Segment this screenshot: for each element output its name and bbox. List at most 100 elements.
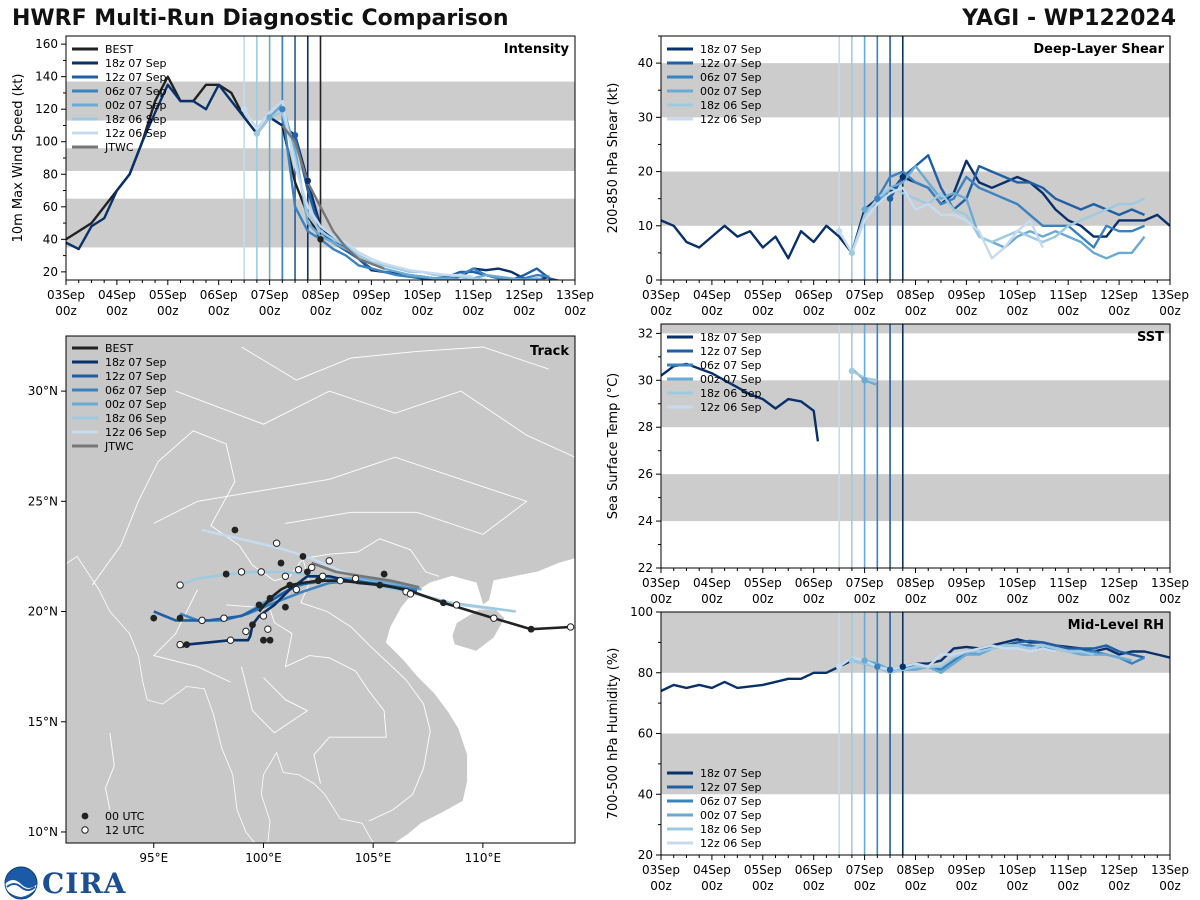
chart-track: 95°E 100°E 105°E 110°E 10°N 15°N 20°N 25°N 30°N T… [28,335,576,865]
x-tick-label: 06Sep [795,576,833,590]
marker-12utc [406,590,415,598]
x-tick-label: 00z [1057,879,1079,893]
x-tick-label: 105°E [355,851,392,865]
border-line-3 [153,456,528,535]
x-tick-label: 00z [803,879,825,893]
x-tick-label: 05Sep [744,576,782,590]
cira-logo: CIRA [4,866,126,900]
x-tick-label: 110°E [465,851,502,865]
legend-label-18z-07-sep: 18z 07 Sep [700,43,762,56]
chart-title: Mid-Level RH [1068,618,1164,633]
y-tick-label: 60 [638,727,653,741]
marker-00z-07-sep [861,206,868,213]
x-tick-label: 04Sep [693,288,731,302]
x-tick-label: 07Sep [251,288,289,302]
x-tick-label: 13Sep [1151,863,1189,877]
series-18z-06-sep [851,644,1094,674]
border-line-7 [241,666,309,734]
marker-00utc [380,570,388,578]
x-tick-label: 08Sep [897,863,935,877]
legend-label-18z-06-sep: 18z 06 Sep [700,823,762,836]
band-1 [661,380,1170,428]
figure-title: HWRF Multi-Run Diagnostic Comparison [12,6,509,31]
y-axis-label: 200-850 hPa Shear (kt) [606,83,621,234]
chart-title: Intensity [504,42,570,57]
x-tick-label: 04Sep [693,863,731,877]
marker-12utc [452,601,461,609]
x-tick-label: 00z [701,592,723,606]
x-tick-label: 00z [956,592,978,606]
marker-00z-07-sep [861,377,868,384]
x-tick-label: 03Sep [642,576,680,590]
x-tick-label: 00z [310,304,332,318]
marker-00utc [266,636,274,644]
border-line-8 [105,732,115,810]
x-tick-label: 07Sep [846,288,884,302]
marker-12utc [176,581,184,589]
x-tick-label: 03Sep [642,863,680,877]
marker-18z-06-sep [848,657,856,664]
marker-00utc [527,625,535,633]
x-tick-label: 08Sep [897,576,935,590]
x-tick-label: 09Sep [947,863,985,877]
legend-label-12z-07-sep: 12z 07 Sep [700,345,762,358]
marker-12z-06-sep [835,663,843,670]
x-tick-label: 06Sep [795,863,833,877]
marker-12utc [259,612,268,620]
x-tick-label: 09Sep [947,576,985,590]
x-tick-label: 04Sep [98,288,136,302]
band-0 [661,474,1170,522]
series-group [661,638,1170,693]
y-tick-label: 100 [35,135,58,149]
border-line-2 [300,558,431,822]
marker-00utc [255,601,263,609]
marker-00utc [260,636,267,644]
tracks [150,526,575,649]
marker-00utc [281,603,289,611]
y-tick-label: 40 [638,56,653,70]
y-tick-label: 140 [35,70,58,84]
marker-00utc [176,614,184,622]
band-0 [661,733,1170,795]
x-tick-label: 95°E [139,851,168,865]
x-tick-label: 100°E [245,851,282,865]
x-tick-label: 00z [564,304,586,318]
y-axis-label: Sea Surface Temp (°C) [606,373,621,520]
x-tick-label: 00z [752,592,774,606]
x-tick-label: 10Sep [998,288,1036,302]
y-axis-label: 700-500 hPa Humidity (%) [606,648,621,820]
series-group [66,75,561,280]
x-tick-label: 00z [1159,879,1181,893]
y-tick-label: 20 [43,265,58,279]
legend-label-18z-06-sep: 18z 06 Sep [105,412,167,425]
legend-label-12z-07-sep: 12z 07 Sep [105,71,167,84]
noaa-logo-icon [4,866,38,900]
marker-00utc [222,570,230,578]
x-tick-label: 00z [55,304,77,318]
marker-12utc [272,539,281,547]
band-1 [661,63,1170,118]
x-tick-label: 00z [752,879,774,893]
y-tick-label: 80 [638,666,653,680]
track-jtwc [311,561,420,589]
border-line-0 [91,430,440,586]
x-tick-label: 00z [1108,304,1130,318]
x-tick-label: 00z [1108,592,1130,606]
series-12z-06-sep [838,186,1044,260]
x-tick-label: 10Sep [403,288,441,302]
legend-label-12z-06-sep: 12z 06 Sep [105,127,167,140]
series-06z-07-sep [876,170,1145,249]
x-tick-label: 00z [259,304,281,318]
legend-label-12z-07-sep: 12z 07 Sep [700,781,762,794]
marker-12utc [490,614,498,622]
marker-12utc [336,576,344,585]
x-tick-label: 07Sep [846,863,884,877]
marker-12z-06-sep [835,228,843,235]
y-tick-label: 30 [638,110,653,124]
marker-18z-07-sep [899,173,906,181]
x-tick-label: 10Sep [998,576,1036,590]
y-tick-label: 160 [35,37,58,51]
legend-label-06z-07-sep: 06z 07 Sep [700,359,762,372]
